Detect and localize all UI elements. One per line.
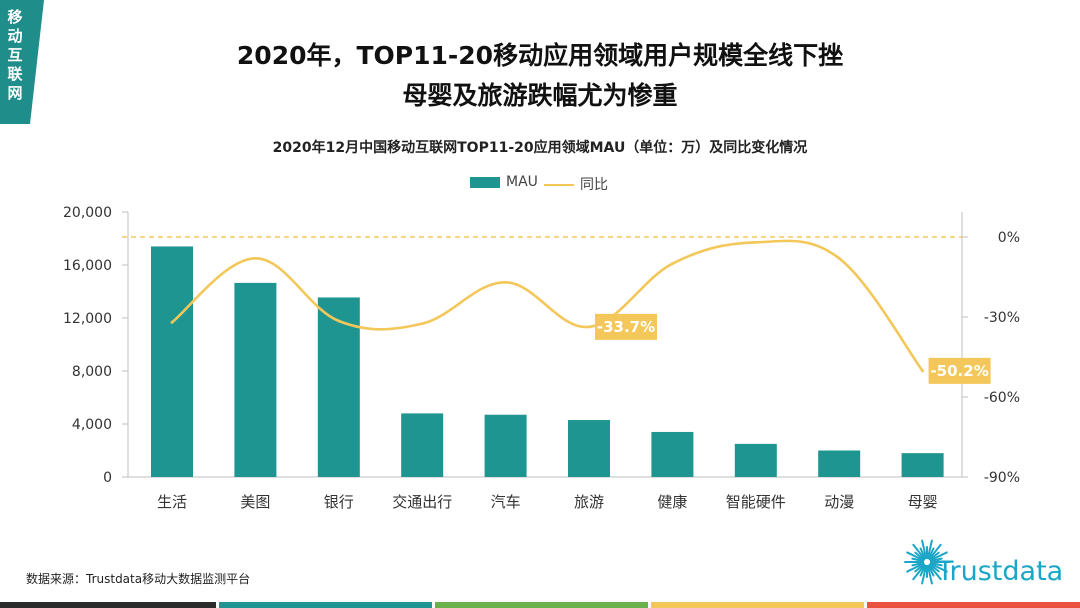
yoy-point-银行	[337, 319, 341, 323]
bar-旅游	[568, 420, 610, 477]
bar-健康	[651, 431, 694, 477]
corner-char: 联	[7, 65, 23, 83]
logo-ray	[906, 551, 925, 562]
legend-item-yoy: 同比	[544, 174, 608, 194]
right-tick-label: -30%	[984, 310, 1020, 326]
corner-char: 移	[7, 8, 23, 26]
right-tick-label: -90%	[984, 470, 1020, 486]
bar-银行	[317, 297, 360, 477]
bottom-bar-segment	[435, 602, 648, 608]
logo-ray	[929, 557, 943, 563]
bottom-bar-segment	[219, 602, 432, 608]
yoy-point-智能硬件	[754, 240, 758, 244]
annotation-label: -50.2%	[930, 362, 988, 380]
logo-ray	[929, 563, 940, 573]
corner-tab	[0, 0, 44, 124]
yoy-point-美图	[253, 256, 257, 260]
bar-智能硬件	[734, 443, 777, 477]
bar-汽车	[484, 414, 527, 477]
left-tick-label: 4,000	[72, 417, 112, 433]
legend-item-mau: MAU	[470, 174, 538, 190]
yoy-point-母婴	[921, 369, 925, 373]
corner-char: 网	[7, 84, 23, 102]
left-tick-label: 0	[103, 470, 112, 486]
yoy-point-旅游	[587, 325, 591, 329]
left-tick-label: 8,000	[72, 364, 112, 380]
logo-ray	[914, 551, 925, 561]
bar-母婴	[901, 453, 944, 477]
logo-ray	[906, 562, 925, 573]
bar-动漫	[818, 450, 861, 477]
logo-ray	[912, 564, 926, 581]
logo-ray	[926, 564, 933, 585]
trustdata-logo	[904, 539, 950, 585]
legend-label-yoy: 同比	[580, 177, 608, 193]
category-label: 汽车	[491, 493, 521, 511]
logo-ray	[927, 564, 935, 577]
left-tick-label: 16,000	[63, 258, 112, 274]
yoy-point-交通出行	[420, 322, 424, 326]
logo-ray	[911, 561, 925, 567]
category-label: 智能硬件	[726, 493, 786, 511]
category-label: 健康	[657, 493, 687, 511]
right-tick-label: 0%	[998, 230, 1020, 246]
left-tick-label: 20,000	[63, 205, 112, 221]
logo-ray	[928, 564, 942, 581]
chart-title: 2020年12月中国移动互联网TOP11-20应用领域MAU（单位：万）及同比变…	[272, 140, 808, 156]
category-label: 母婴	[908, 493, 938, 511]
logo-ray	[929, 562, 948, 573]
yoy-point-生活	[170, 320, 174, 324]
logo-ray	[919, 547, 927, 560]
annotation-box	[595, 313, 657, 340]
corner-char: 动	[7, 27, 23, 45]
annotation-label: -33.7%	[597, 318, 655, 336]
annotation-box	[928, 357, 991, 384]
corner-char: 互	[7, 46, 23, 64]
yoy-line	[171, 239, 924, 372]
logo-ray	[926, 539, 933, 560]
logo-ray	[929, 551, 948, 562]
category-label: 生活	[157, 493, 187, 511]
logo-ray	[912, 543, 926, 560]
logo-ray	[929, 551, 940, 561]
left-tick-label: 12,000	[63, 311, 112, 327]
category-label: 交通出行	[392, 493, 452, 511]
logo-ray	[914, 563, 925, 573]
logo-ray	[921, 539, 928, 560]
logo-ray	[927, 547, 935, 560]
logo-ray	[929, 561, 943, 567]
legend-swatch-bar	[470, 176, 500, 188]
yoy-point-动漫	[837, 256, 841, 260]
mau-yoy-combo-chart: 0 4,000 8,000 12,000 16,000 20,000 0% -30% -60% -…	[63, 205, 1020, 511]
yoy-point-健康	[670, 262, 674, 266]
category-label: 美图	[240, 493, 270, 511]
legend-label-mau: MAU	[506, 174, 538, 190]
bar-交通出行	[401, 413, 444, 477]
right-tick-label: -60%	[984, 390, 1020, 406]
bar-美图	[234, 282, 277, 477]
logo-ray	[911, 557, 925, 563]
category-label: 旅游	[574, 493, 604, 511]
logo-wordmark: Trustdata	[937, 556, 1064, 587]
logo-ray	[928, 543, 942, 560]
logo-ray	[919, 564, 927, 577]
yoy-point-汽车	[504, 280, 508, 284]
data-source-note: 数据来源：Trustdata移动大数据监测平台	[26, 572, 251, 586]
legend-swatch-line	[544, 184, 574, 186]
corner-label: 移 动 互 联 网	[4, 8, 26, 103]
bottom-bar-segment	[867, 602, 1080, 608]
category-label: 银行	[324, 493, 354, 511]
category-label: 动漫	[824, 493, 854, 511]
bar-生活	[151, 246, 193, 477]
headline-line-2: 母婴及旅游跌幅尤为惨重	[402, 81, 678, 110]
bottom-bar-segment	[0, 602, 216, 608]
logo-ray	[921, 564, 928, 585]
bottom-bar-segment	[651, 602, 864, 608]
headline-line-1: 2020年，TOP11-20移动应用领域用户规模全线下挫	[236, 41, 844, 70]
